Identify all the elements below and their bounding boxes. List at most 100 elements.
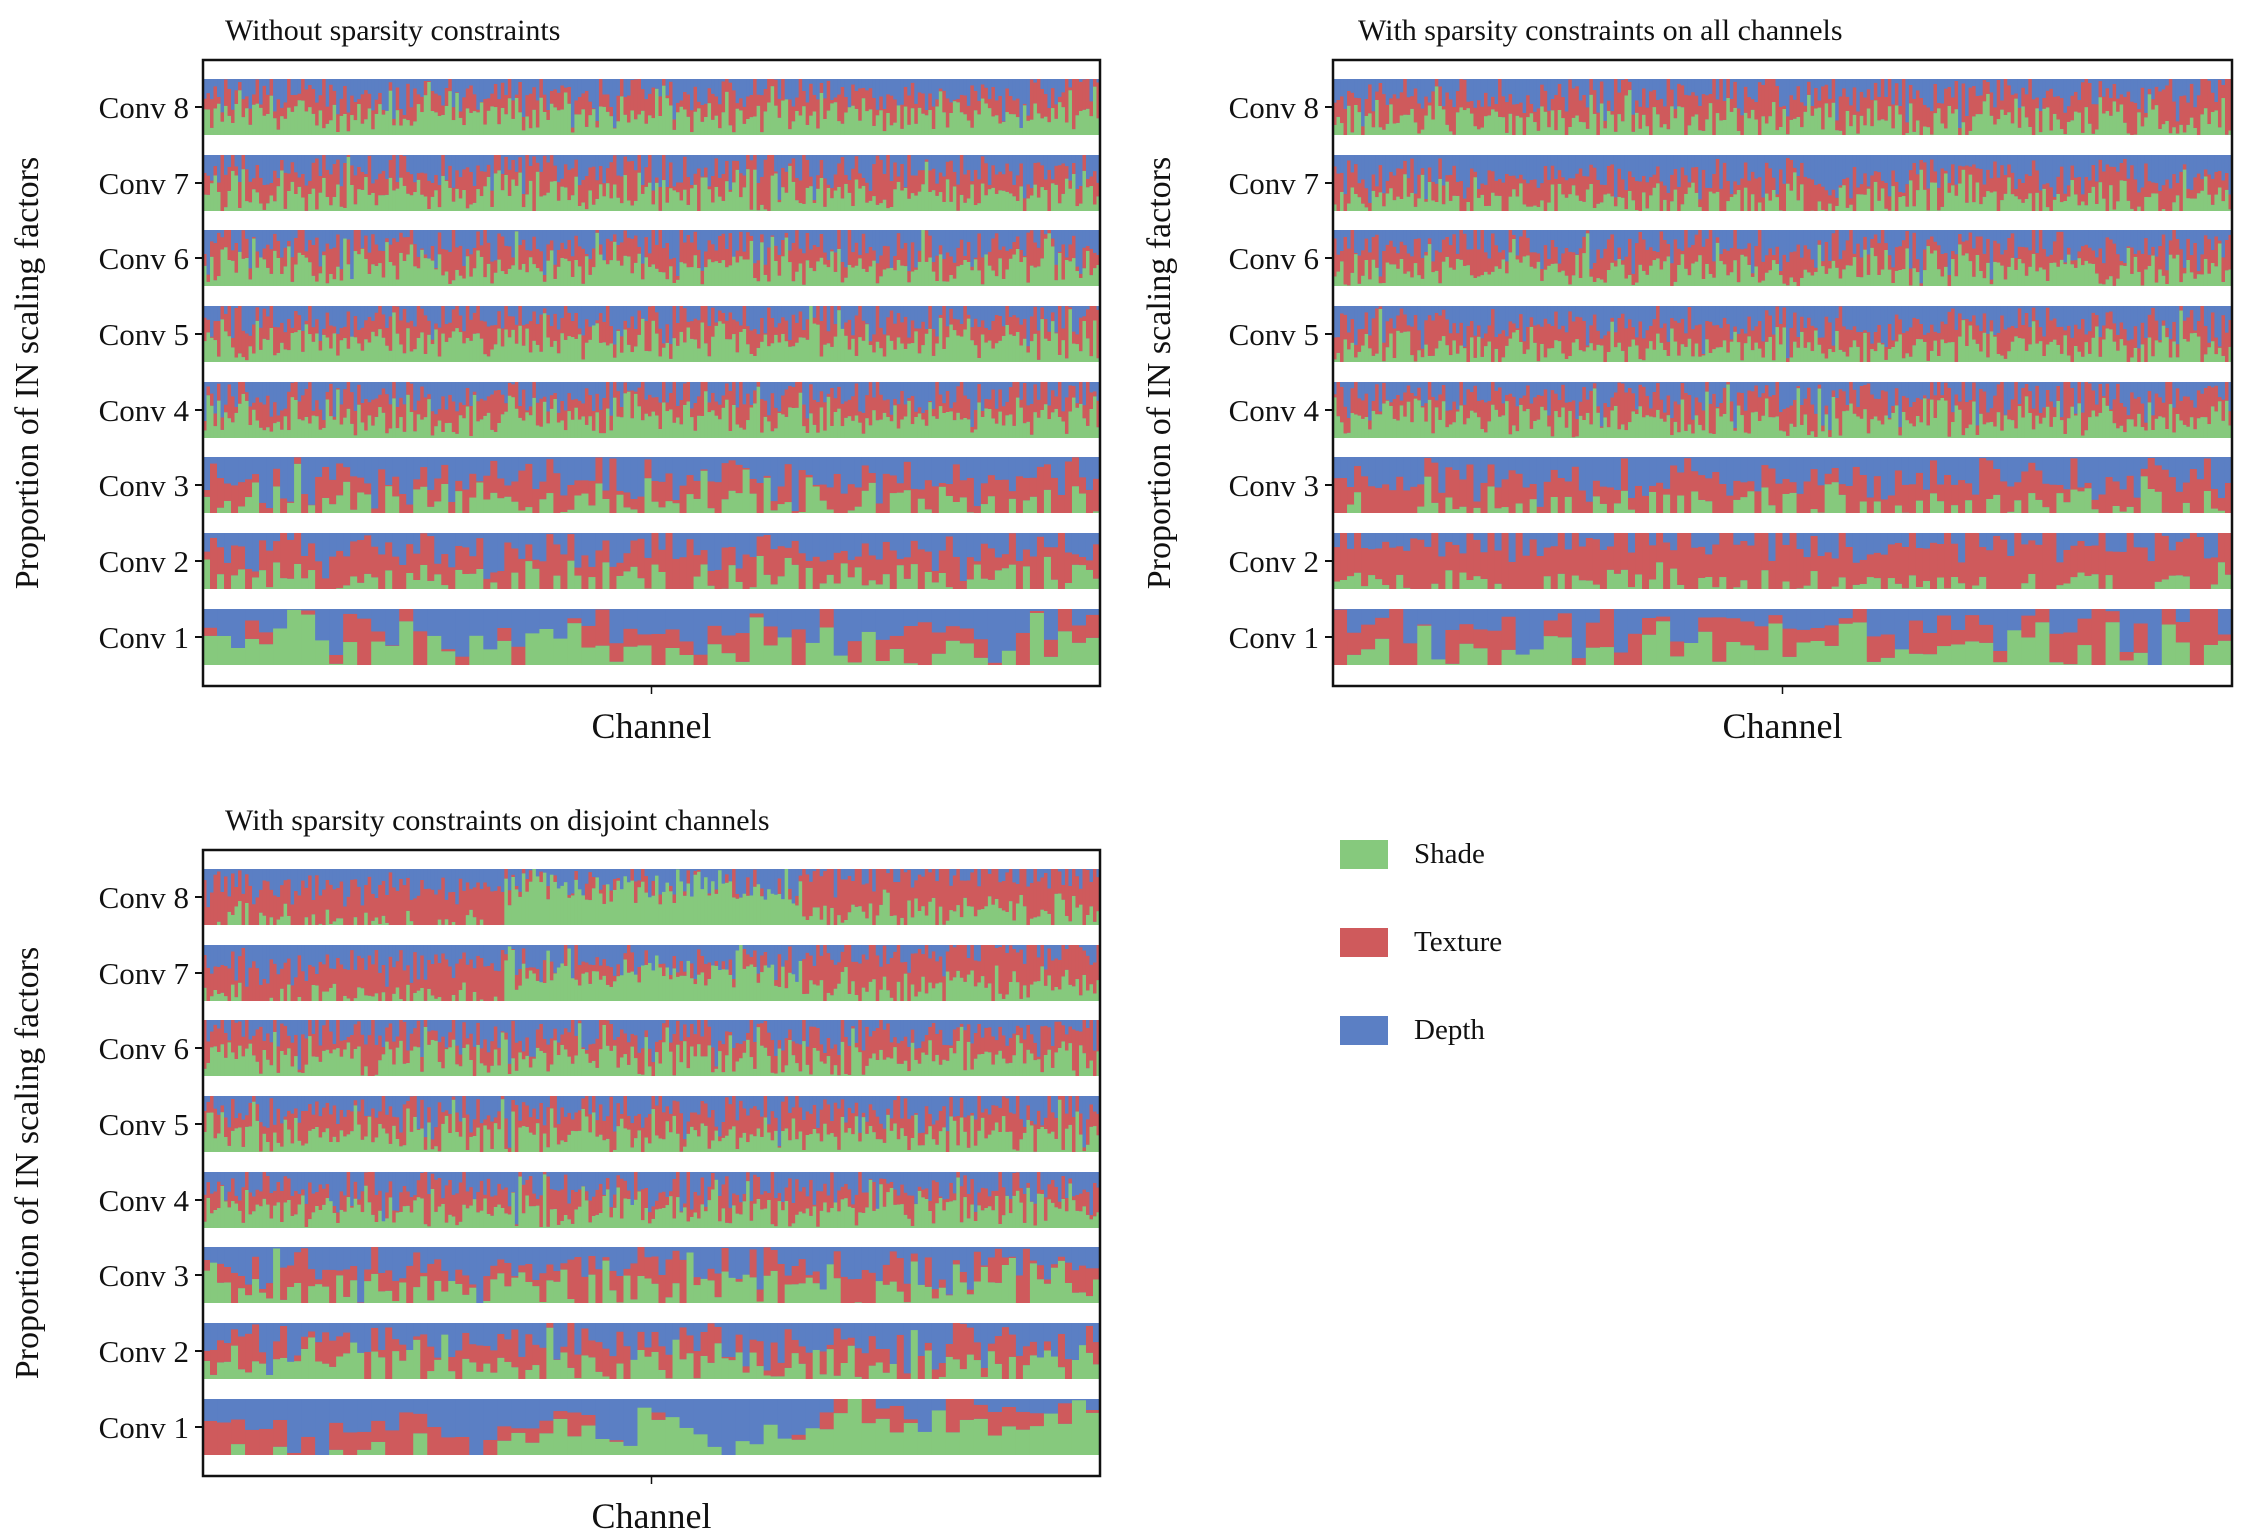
bar-shade: [977, 357, 982, 362]
bar-shade: [942, 112, 947, 135]
bar-shade: [921, 184, 926, 211]
bar-depth: [609, 79, 614, 107]
bar-texture: [1033, 242, 1038, 268]
bar-shade: [973, 345, 978, 362]
bar-depth: [378, 230, 383, 251]
bar-texture: [742, 106, 747, 124]
bar-texture: [409, 174, 414, 196]
bar-texture: [1096, 254, 1101, 265]
bar-texture: [949, 308, 954, 325]
bar-texture: [840, 261, 845, 283]
bar-depth: [882, 306, 887, 335]
bar-texture: [959, 239, 964, 265]
bar-texture: [322, 79, 327, 129]
bar-texture: [367, 402, 372, 416]
bar-shade: [931, 128, 936, 135]
bar-shade: [273, 628, 288, 665]
bar-depth: [1043, 79, 1048, 95]
bar-depth: [777, 457, 786, 487]
bar-depth: [795, 79, 800, 98]
bar-shade: [374, 113, 379, 135]
bar-texture: [451, 187, 456, 202]
bar-depth: [742, 79, 747, 107]
bar-texture: [514, 324, 519, 344]
bar-texture: [220, 306, 225, 320]
bar-shade: [707, 189, 712, 211]
bar-shade: [977, 270, 982, 286]
bar-shade: [672, 190, 677, 211]
bar-texture: [595, 320, 600, 324]
bar-texture: [931, 168, 936, 191]
bar-texture: [1085, 560, 1094, 570]
bar-depth: [1061, 79, 1066, 93]
bar-shade: [329, 416, 334, 438]
bar-shade: [227, 190, 232, 211]
bar-shade: [945, 179, 950, 211]
bar-shade: [655, 182, 659, 211]
bar-shade: [224, 331, 228, 362]
bar-shade: [203, 109, 207, 135]
bar-depth: [371, 533, 379, 547]
bar-texture: [640, 263, 645, 280]
bar-texture: [882, 400, 887, 413]
bar-texture: [1466, 101, 1471, 109]
bar-shade: [826, 110, 831, 135]
bar-depth: [231, 382, 235, 397]
bar-texture: [980, 257, 985, 285]
bar-shade: [854, 506, 863, 513]
bar-texture: [924, 329, 929, 334]
bar-shade: [816, 432, 821, 438]
bar-texture: [903, 242, 908, 267]
bar-depth: [725, 306, 729, 321]
bar-texture: [777, 323, 782, 343]
bar-texture: [567, 239, 572, 262]
bar-texture: [1036, 247, 1041, 267]
bar-texture: [802, 404, 807, 427]
bar-texture: [1005, 306, 1010, 325]
bar-texture: [287, 539, 295, 579]
bar-shade: [809, 115, 814, 135]
bar-shade: [980, 334, 985, 362]
bar-texture: [1096, 82, 1101, 119]
bar-depth: [472, 79, 477, 95]
bar-shade: [977, 402, 982, 438]
bar-depth: [693, 230, 698, 232]
bar-texture: [598, 409, 603, 434]
bar-texture: [1438, 86, 1443, 106]
bar-shade: [942, 281, 947, 286]
bar-texture: [1029, 556, 1038, 589]
bar-depth: [514, 155, 519, 172]
bar-depth: [511, 609, 526, 647]
bar-texture: [756, 334, 761, 348]
bar-texture: [907, 155, 912, 199]
bar-depth: [633, 230, 638, 236]
bar-depth: [399, 533, 407, 565]
bar-depth: [595, 533, 603, 551]
bar-depth: [795, 155, 800, 178]
bar-depth: [735, 382, 740, 408]
bar-texture: [725, 383, 729, 400]
bar-texture: [231, 250, 235, 261]
bar-depth: [626, 382, 631, 391]
bar-shade: [357, 189, 362, 211]
bar-shade: [910, 343, 915, 362]
bar-shade: [504, 411, 509, 438]
bar-depth: [714, 306, 719, 323]
y-tick-label: Conv 4: [99, 393, 190, 428]
bar-texture: [535, 248, 540, 269]
bar-depth: [497, 382, 502, 390]
bar-texture: [770, 549, 779, 585]
bar-depth: [353, 382, 358, 411]
bar-shade: [928, 402, 933, 438]
bar-shade: [854, 108, 859, 135]
bar-shade: [697, 108, 701, 135]
bar-texture: [532, 382, 537, 398]
bar-depth: [1340, 79, 1344, 97]
bar-depth: [665, 155, 670, 187]
bar-depth: [1508, 79, 1513, 95]
bar-shade: [252, 104, 256, 135]
bar-depth: [1033, 382, 1038, 385]
bar-texture: [252, 236, 256, 239]
bar-texture: [458, 245, 463, 276]
